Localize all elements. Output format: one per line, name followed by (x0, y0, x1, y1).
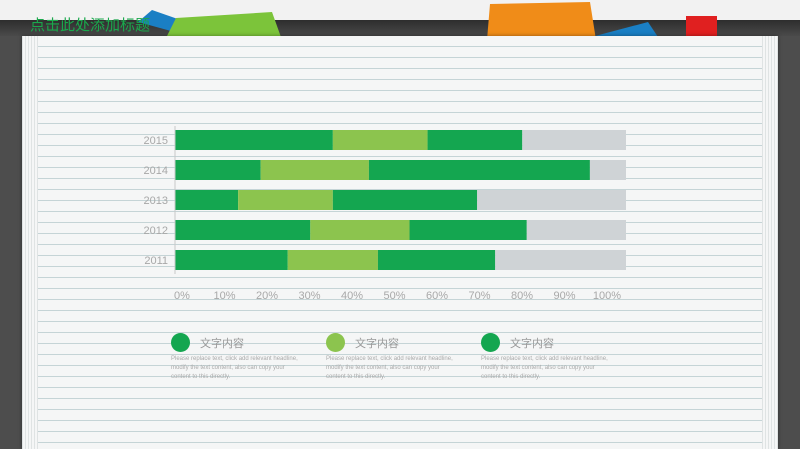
bar-segment (409, 220, 527, 240)
x-tick-label: 30% (298, 290, 320, 302)
bar-segment (175, 190, 239, 210)
legend-label: 文字内容 (510, 337, 554, 350)
x-tick-label: 90% (553, 290, 575, 302)
x-tick-label: 10% (213, 290, 235, 302)
bar-segment (287, 250, 378, 270)
bar-segment (332, 130, 428, 150)
bar-segment (526, 220, 626, 240)
legend-label: 文字内容 (200, 337, 244, 350)
bar-segment (477, 190, 626, 210)
bar-segment (260, 160, 369, 180)
legend-label: 文字内容 (355, 337, 399, 350)
bar-segment (175, 160, 261, 180)
x-tick-label: 70% (468, 290, 490, 302)
y-tick-label: 2014 (144, 165, 168, 177)
paper-edge-left (22, 36, 38, 449)
legend-description: Please replace text, click add relevant … (326, 356, 453, 380)
bar-segment (175, 220, 311, 240)
x-tick-label: 40% (341, 290, 363, 302)
page-title[interactable]: 点击此处添加标题 (30, 16, 151, 34)
tab-green (165, 12, 282, 40)
bar-segment (332, 190, 478, 210)
bar-segment (175, 250, 288, 270)
legend-description: Please replace text, click add relevant … (481, 356, 608, 380)
bar-segment (589, 160, 626, 180)
x-tick-label: 100% (593, 290, 621, 302)
bar-segment (495, 250, 626, 270)
bar-segment (238, 190, 333, 210)
legend-dot (481, 333, 500, 352)
bar-segment (377, 250, 496, 270)
x-tick-label: 20% (256, 290, 278, 302)
y-tick-label: 2012 (144, 225, 168, 237)
x-tick-label: 80% (511, 290, 533, 302)
bar-segment (310, 220, 410, 240)
legend-description: Please replace text, click add relevant … (171, 356, 298, 380)
paper-edge-right (762, 36, 778, 449)
x-tick-label: 50% (383, 290, 405, 302)
bar-segment (175, 130, 333, 150)
bar-segment (427, 130, 523, 150)
tab-orange (487, 2, 596, 40)
y-tick-label: 2015 (144, 135, 168, 147)
bar-segment (368, 160, 590, 180)
x-tick-label: 60% (426, 290, 448, 302)
tab-blue-right (580, 22, 660, 40)
bar-segment (522, 130, 626, 150)
y-tick-label: 2013 (144, 195, 168, 207)
notebook-paper (22, 36, 778, 449)
x-tick-label: 0% (174, 290, 190, 302)
legend-dot (326, 333, 345, 352)
y-tick-label: 2011 (144, 255, 168, 267)
legend-dot (171, 333, 190, 352)
